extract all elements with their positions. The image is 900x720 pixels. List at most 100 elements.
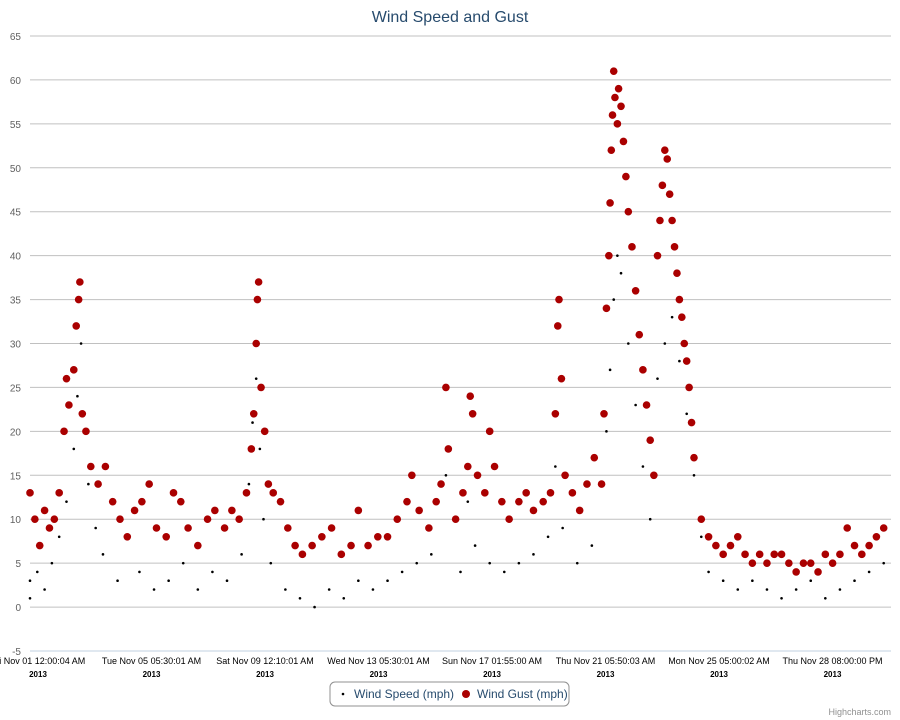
x-tick-year: 2013 [256,670,274,679]
y-axis: -5 0 5 10 15 20 25 30 35 40 45 50 55 60 65 [10,32,22,658]
wind-gust-point [821,550,830,559]
wind-speed-point [152,588,156,591]
y-tick-label: 50 [10,164,22,175]
wind-gust-point [583,480,591,488]
wind-gust-point [631,286,640,295]
wind-gust-point [383,532,392,541]
legend[interactable]: Wind Speed (mph) Wind Gust (mph) [329,681,570,707]
wind-gust-point [785,559,793,567]
wind-gust-point [680,339,689,348]
wind-gust-point [347,541,355,550]
wind-gust-point [481,489,489,497]
wind-gust-point [602,304,611,313]
legend-marker-wind-gust [462,690,470,698]
wind-speed-point [619,271,623,275]
wind-gust-point [176,497,185,506]
wind-speed-point [466,500,470,503]
x-tick-year: 2013 [29,670,47,679]
wind-speed-point [707,570,710,574]
wind-gust-point [65,401,73,409]
wind-speed-point [641,465,645,468]
wind-speed-point [554,465,557,468]
wind-gust-point [26,489,34,497]
wind-gust-point [318,532,326,541]
wind-speed-point [101,553,105,556]
wind-speed-point [473,544,477,547]
y-tick-label: 55 [10,120,22,131]
wind-gust-point [162,532,171,541]
wind-gust-point [87,462,95,471]
wind-gust-point [555,295,563,304]
wind-speed-point [400,570,404,574]
wind-speed-point [882,561,886,565]
series-wind-gust [26,67,888,576]
wind-speed-point [258,447,262,451]
wind-gust-point [828,559,837,567]
y-tick-label: 35 [10,296,22,307]
wind-gust-point [298,550,307,559]
wind-gust-point [260,427,269,436]
wind-speed-point [72,447,76,451]
wind-gust-point [670,243,679,251]
wind-speed-point [269,561,273,565]
wind-speed-point [247,482,251,486]
wind-gust-point [74,295,83,304]
wind-gust-point [609,67,618,75]
wind-gust-point [76,278,84,286]
wind-speed-point [167,579,170,583]
wind-gust-point [522,489,530,497]
wind-speed-point [211,570,214,574]
wind-gust-point [235,515,243,524]
wind-gust-point [613,120,622,128]
x-tick-label: Sat Nov 09 12:10:01 AM [216,656,314,666]
wind-speed-point [502,570,506,574]
wind-gust-point [220,524,229,532]
y-tick-label: 25 [10,383,22,394]
wind-gust-point [551,409,560,418]
credit-link[interactable]: Highcharts.com [828,707,891,717]
wind-gust-point [628,243,636,251]
wind-speed-point [648,517,652,521]
wind-speed-point [867,570,871,574]
wind-speed-point [262,517,265,521]
wind-speed-point [87,482,90,486]
wind-gust-point [529,506,538,515]
wind-gust-point [658,181,667,190]
x-tick-label: Mon Nov 25 05:00:02 AM [668,656,770,666]
wind-gust-point [50,515,59,524]
wind-gust-point [242,489,251,497]
wind-gust-point [561,471,569,480]
wind-speed-point [561,526,564,530]
wind-gust-point [31,515,39,524]
wind-gust-point [308,541,316,550]
wind-speed-point [284,588,287,591]
x-tick-year: 2013 [143,670,161,679]
wind-speed-point [28,579,32,583]
legend-item-wind-gust[interactable]: Wind Gust (mph) [462,687,568,701]
y-tick-label: 5 [15,559,21,570]
wind-speed-point [634,403,637,407]
wind-gust-point [55,489,63,497]
wind-gust-point [712,541,720,550]
wind-speed-point [751,579,754,583]
wind-speed-point [57,535,61,539]
x-tick-year: 2013 [597,670,615,679]
wind-gust-point [425,524,433,532]
wind-gust-point [611,93,619,102]
wind-speed-point [532,553,535,556]
wind-gust-point [770,550,779,559]
wind-gust-point [748,559,757,567]
legend-item-wind-speed[interactable]: Wind Speed (mph) [341,687,454,701]
wind-speed-point [488,561,491,565]
legend-box [329,681,570,707]
wind-gust-point [498,497,506,506]
wind-gust-point [403,497,411,506]
wind-gust-point [254,278,263,286]
wind-speed-point [699,535,703,539]
wind-gust-point [741,550,749,559]
wind-speed-point [181,561,185,565]
wind-speed-point [656,377,659,380]
wind-speed-point [853,579,856,583]
x-tick-year: 2013 [370,670,388,679]
